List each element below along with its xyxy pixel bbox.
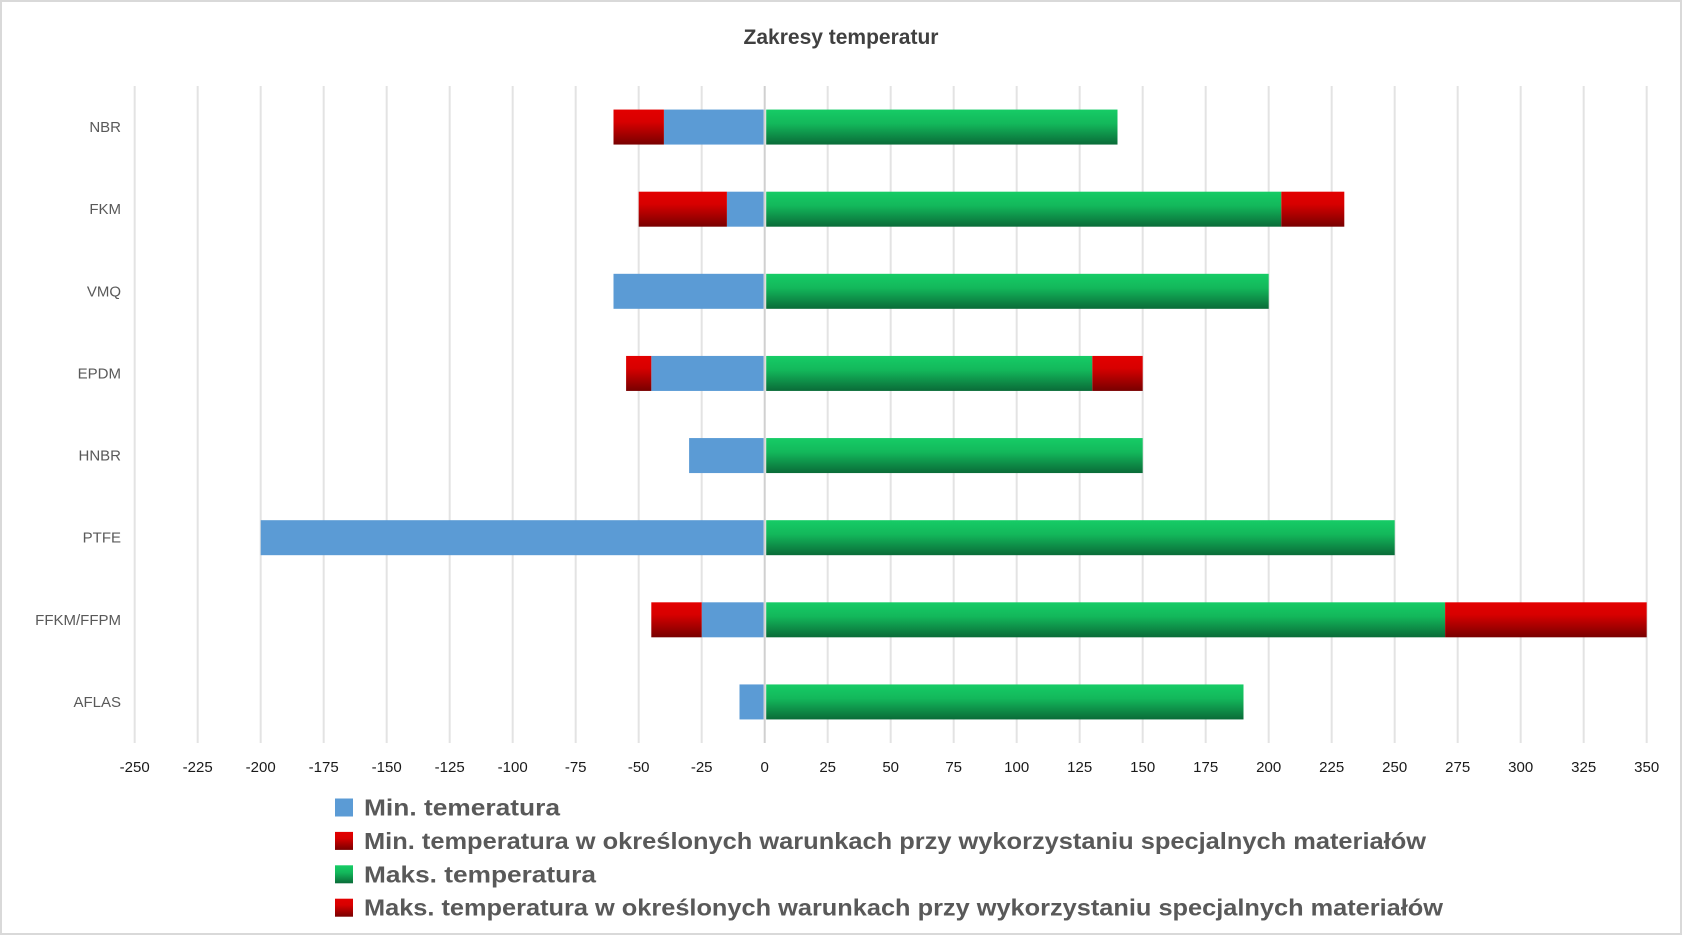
bar-min-temp [651,355,764,391]
x-tick-label: 125 [1067,759,1092,776]
category-label: EPDM [78,365,121,382]
bar-max-temp-special [1092,355,1143,391]
x-tick-label: -150 [372,759,402,776]
category-label: HNBR [78,448,121,465]
x-tick-label: -25 [691,759,713,776]
legend-swatch [335,798,353,817]
x-tick-label: 250 [1382,759,1407,776]
x-tick-label: 100 [1004,759,1029,776]
legend-label: Min. temeratura [364,795,560,821]
bar-min-temp [260,520,764,556]
category-label: NBR [89,119,121,136]
x-tick-label: 175 [1193,759,1218,776]
x-tick-label: 300 [1508,759,1533,776]
category-label: FKM [89,201,121,218]
bar-min-temp [689,438,764,474]
bar-max-temp [766,355,1093,391]
bar-max-temp [766,602,1446,638]
x-tick-label: 25 [819,759,836,776]
bar-max-temp-special [1281,191,1345,227]
x-tick-labels: -250 -225 -200 -175 -150 -125 -100 -75 -50 -25 0 25… [120,759,1660,776]
x-tick-label: -50 [628,759,650,776]
bar-min-temp [701,602,764,638]
bar-min-temp-special [626,355,652,391]
x-tick-label: -225 [183,759,213,776]
x-tick-label: 225 [1319,759,1344,776]
category-label: FFKM/FFPM [35,612,121,629]
legend-label: Min. temperatura w określonych warunkach… [364,828,1426,854]
x-tick-label: -250 [120,759,150,776]
category-label: AFLAS [73,694,121,711]
bar-min-temp [613,273,764,309]
bar-min-temp-special [651,602,702,638]
bar-min-temp [663,109,764,145]
bar-min-temp [726,191,764,227]
x-tick-label: 275 [1445,759,1470,776]
bar-min-temp-special [638,191,727,227]
x-tick-label: 50 [882,759,899,776]
legend-swatch [335,865,353,884]
bar-max-temp-special [1445,602,1647,638]
legend-swatch [335,831,353,850]
x-tick-label: -100 [498,759,528,776]
bar-min-temp-special [613,109,664,145]
x-tick-label: 200 [1256,759,1281,776]
legend-label: Maks. temperatura w określonych warunkac… [364,895,1443,921]
x-tick-label: -175 [309,759,339,776]
legend-label: Maks. temperatura [364,861,596,887]
bars [260,109,1647,720]
legend-swatch [335,898,353,917]
x-tick-label: 325 [1571,759,1596,776]
x-tick-label: -200 [246,759,276,776]
x-tick-label: 0 [761,759,769,776]
category-labels: NBR FKM VMQ EPDM HNBR PTFE FFKM/FFPM AFLAS [35,119,121,711]
x-tick-label: 150 [1130,759,1155,776]
bar-max-temp [766,273,1269,309]
bar-min-temp [739,684,764,720]
category-label: PTFE [83,530,121,547]
legend: Min. temeratura Min. temperatura w określ… [335,795,1443,921]
chart-title: Zakresy temperatur [744,26,939,49]
bar-max-temp [766,191,1282,227]
x-tick-label: -125 [435,759,465,776]
category-label: VMQ [87,283,121,300]
bar-max-temp [766,684,1244,720]
bar-max-temp [766,109,1118,145]
x-tick-label: -75 [565,759,587,776]
bar-max-temp [766,438,1143,474]
x-tick-label: 75 [945,759,962,776]
x-tick-label: 350 [1634,759,1659,776]
bar-max-temp [766,520,1395,556]
